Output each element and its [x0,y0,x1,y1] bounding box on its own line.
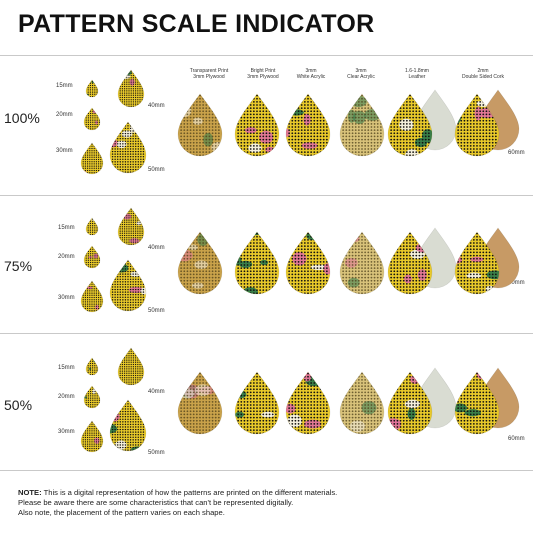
material-name: 3mm [355,68,367,74]
material-detail: 3mm Plywood [247,74,279,80]
material-name: 1.6-1.8mm [405,68,429,74]
material-detail: White Acrylic [296,74,326,80]
shape-size-label: 60mm [508,150,525,156]
size-sample-swatch [83,245,101,269]
material-swatch [234,371,280,435]
shape-size-label: 60mm [508,436,525,442]
material-swatch [177,231,223,295]
material-swatch [454,231,500,295]
scale-label-75: 75% [4,258,33,274]
material-swatch [177,93,223,157]
material-header-bright-plywood: Bright Print 3mm Plywood [232,68,294,80]
shape-size-label: 60mm [508,280,525,286]
material-swatch [454,93,500,157]
size-sample-swatch [80,142,104,175]
size-label: 20mm [56,112,73,118]
note-block: NOTE: This is a digital representation o… [18,488,337,518]
size-label: 15mm [56,83,73,89]
size-sample-swatch [117,69,145,108]
material-header-cork: 2mm Double Sided Cork [452,68,514,80]
material-name: 3mm [305,68,317,74]
material-swatch [387,371,433,435]
material-detail: Double Sided Cork [462,74,504,80]
material-header-clear-acrylic: 3mm Clear Acrylic [330,68,392,80]
size-label: 40mm [148,245,165,251]
material-detail: Leather [408,74,426,80]
material-swatch [285,93,331,157]
scale-label-100: 100% [4,110,40,126]
material-swatch [339,93,385,157]
size-label: 50mm [148,308,165,314]
section-divider [0,470,533,471]
material-name: Bright Print [250,68,276,74]
size-label: 50mm [148,167,165,173]
size-sample-swatch [80,420,104,453]
note-text: Please be aware there are some character… [18,498,294,507]
size-sample-swatch [80,280,104,313]
size-sample-swatch [83,385,101,409]
size-sample-swatch [85,217,99,236]
material-detail: 3mm Plywood [193,74,225,80]
material-swatch [387,93,433,157]
size-sample-swatch [85,357,99,376]
material-swatch [387,231,433,295]
size-sample-swatch [109,259,147,312]
material-swatch [234,93,280,157]
material-swatch [285,231,331,295]
section-divider [0,333,533,334]
size-label: 15mm [58,365,75,371]
scale-label-50: 50% [4,397,33,413]
material-swatch [234,231,280,295]
note-text: This is a digital representation of how … [43,488,338,497]
material-name: Transparent Print [189,68,229,74]
material-swatch [285,371,331,435]
material-swatch [339,371,385,435]
size-label: 50mm [148,450,165,456]
size-sample-swatch [109,399,147,452]
size-label: 30mm [58,429,75,435]
size-label: 30mm [58,295,75,301]
material-header-white-acrylic: 3mm White Acrylic [280,68,342,80]
size-sample-swatch [117,207,145,246]
note-text: Also note, the placement of the pattern … [18,508,225,517]
size-sample-swatch [109,121,147,174]
size-label: 40mm [148,389,165,395]
material-name: 2mm [477,68,489,74]
size-label: 20mm [58,394,75,400]
size-sample-swatch [85,79,99,98]
material-swatch [339,231,385,295]
size-label: 15mm [58,225,75,231]
material-swatch [454,371,500,435]
section-divider [0,195,533,196]
size-sample-swatch [83,107,101,131]
material-detail: Clear Acrylic [347,74,375,80]
size-label: 20mm [58,254,75,260]
material-swatch [177,371,223,435]
size-sample-swatch [117,347,145,386]
material-header-transparent-plywood: Transparent Print 3mm Plywood [178,68,240,80]
section-divider [0,55,533,56]
size-label: 40mm [148,103,165,109]
material-header-leather: 1.6-1.8mm Leather [386,68,448,80]
page-title: PATTERN SCALE INDICATOR [18,10,375,38]
size-label: 30mm [56,148,73,154]
note-label: NOTE: [18,488,42,497]
